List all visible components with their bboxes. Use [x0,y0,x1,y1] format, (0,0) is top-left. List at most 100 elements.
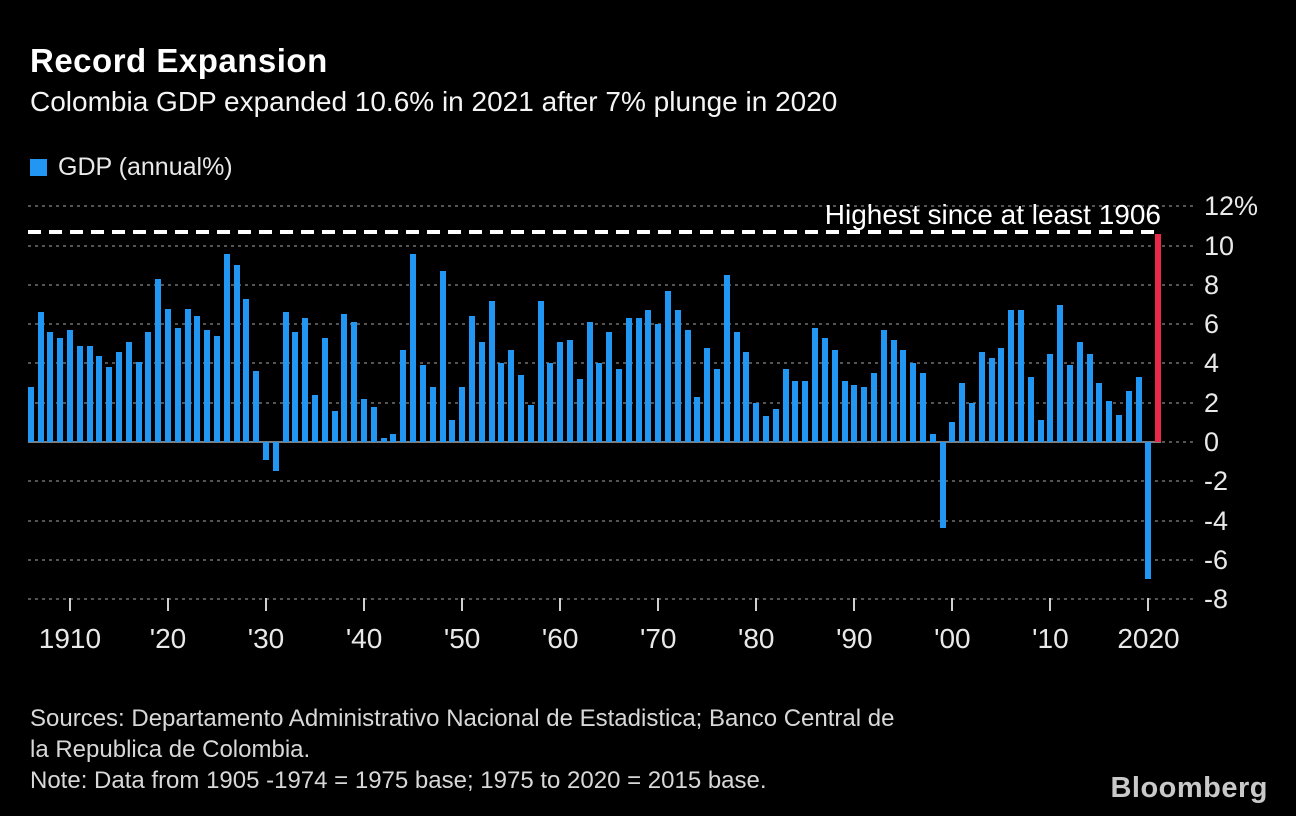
bloomberg-logo: Bloomberg [1110,772,1268,804]
bar-2005 [998,347,1005,442]
bar-1956 [517,375,524,442]
bar-1917 [135,361,142,442]
gridline-8 [28,283,1196,286]
bar-2020 [1145,442,1152,580]
bar-1973 [684,330,691,442]
bar-1938 [341,314,348,442]
bar-1967 [625,318,632,442]
x-axis-label-1930: '30 [247,623,285,654]
chart-subtitle: Colombia GDP expanded 10.6% in 2021 afte… [30,86,838,117]
bar-1986 [812,328,819,442]
bar-1937 [331,410,338,442]
bar-1911 [76,345,83,442]
sources-line-1: Sources: Departamento Administrativo Nac… [30,705,895,732]
sources-line-2: la Republica de Colombia. [30,736,311,763]
bar-1976 [714,369,721,442]
gridline--6 [28,558,1196,561]
bar-1999 [939,442,946,529]
bar-1919 [155,279,162,442]
bar-1935 [312,394,319,442]
bar-1922 [184,308,191,442]
x-tick-1970 [657,598,660,611]
bar-1955 [508,349,515,442]
bar-1936 [321,337,328,442]
y-axis-label-12: 12% [1204,191,1259,222]
bar-1961 [566,339,573,442]
bar-1977 [723,275,730,442]
bar-2007 [1018,310,1024,442]
bar-1952 [478,341,485,442]
bar-1920 [164,308,171,442]
bar-2018 [1125,390,1132,442]
bar-1984 [792,381,799,442]
bar-1953 [488,300,495,442]
x-axis-label-1990: '90 [836,623,873,654]
x-tick-1910 [68,598,71,611]
bar-1930 [263,442,270,460]
bar-1931 [272,442,279,472]
gridline-6 [28,323,1196,326]
bar-2003 [978,351,985,442]
x-tick-2020 [1147,598,1150,611]
bar-1966 [616,369,622,442]
x-axis-label-1950: '50 [443,623,481,654]
bar-2004 [988,357,995,442]
bar-1958 [537,300,544,442]
x-tick-2000 [951,598,954,611]
bar-1913 [96,355,103,442]
bar-1932 [282,312,289,442]
bar-1970 [655,324,662,442]
y-axis-label-0: 0 [1204,427,1220,457]
bar-2016 [1106,400,1113,442]
record-dashed-line [28,229,1161,234]
bar-1968 [635,318,642,442]
bar-1990 [851,385,858,442]
bar-1909 [57,337,64,442]
y-axis-label--6: -6 [1204,544,1229,575]
bar-1921 [174,328,181,442]
bar-1916 [125,341,132,442]
x-tick-1940 [363,598,366,611]
bar-1963 [586,322,593,442]
bar-2015 [1096,383,1103,442]
x-tick-1960 [559,598,562,611]
bar-1994 [890,339,897,442]
bar-1925 [213,335,220,442]
x-axis-label-1940: '40 [345,623,383,654]
bar-2011 [1057,304,1064,442]
x-tick-1930 [265,598,268,611]
bar-1941 [370,406,377,442]
bar-2019 [1135,377,1142,442]
bar-1993 [880,330,887,442]
bar-1942 [380,438,387,442]
bar-1908 [47,332,54,442]
bar-2000 [949,422,956,442]
gridline--2 [28,480,1196,483]
bar-1945 [410,253,417,442]
bar-1947 [429,387,436,442]
bar-1927 [233,265,240,442]
bar-1954 [498,363,505,442]
x-axis-label-1960: '60 [541,623,579,654]
bar-1964 [596,363,603,442]
x-axis-label-2000: '00 [934,623,971,654]
bar-1926 [223,253,230,442]
x-axis-label-1920: '20 [149,623,187,654]
y-axis-label--8: -8 [1204,584,1229,615]
legend: GDP (annual%) [30,153,233,182]
bar-1918 [145,332,152,442]
bar-1982 [772,408,779,442]
x-axis-label-1970: '70 [639,623,677,654]
bar-2008 [1027,377,1034,442]
y-axis-label-10: 10 [1204,230,1235,261]
y-axis-label-8: 8 [1204,269,1220,300]
x-tick-2010 [1049,598,1052,611]
bar-1962 [576,379,583,442]
bar-1929 [253,371,260,442]
x-tick-1920 [166,598,169,611]
bar-1948 [439,271,446,442]
x-tick-1980 [755,598,758,611]
bar-1928 [243,298,250,442]
note-line: Note: Data from 1905 -1974 = 1975 base; … [30,767,767,794]
